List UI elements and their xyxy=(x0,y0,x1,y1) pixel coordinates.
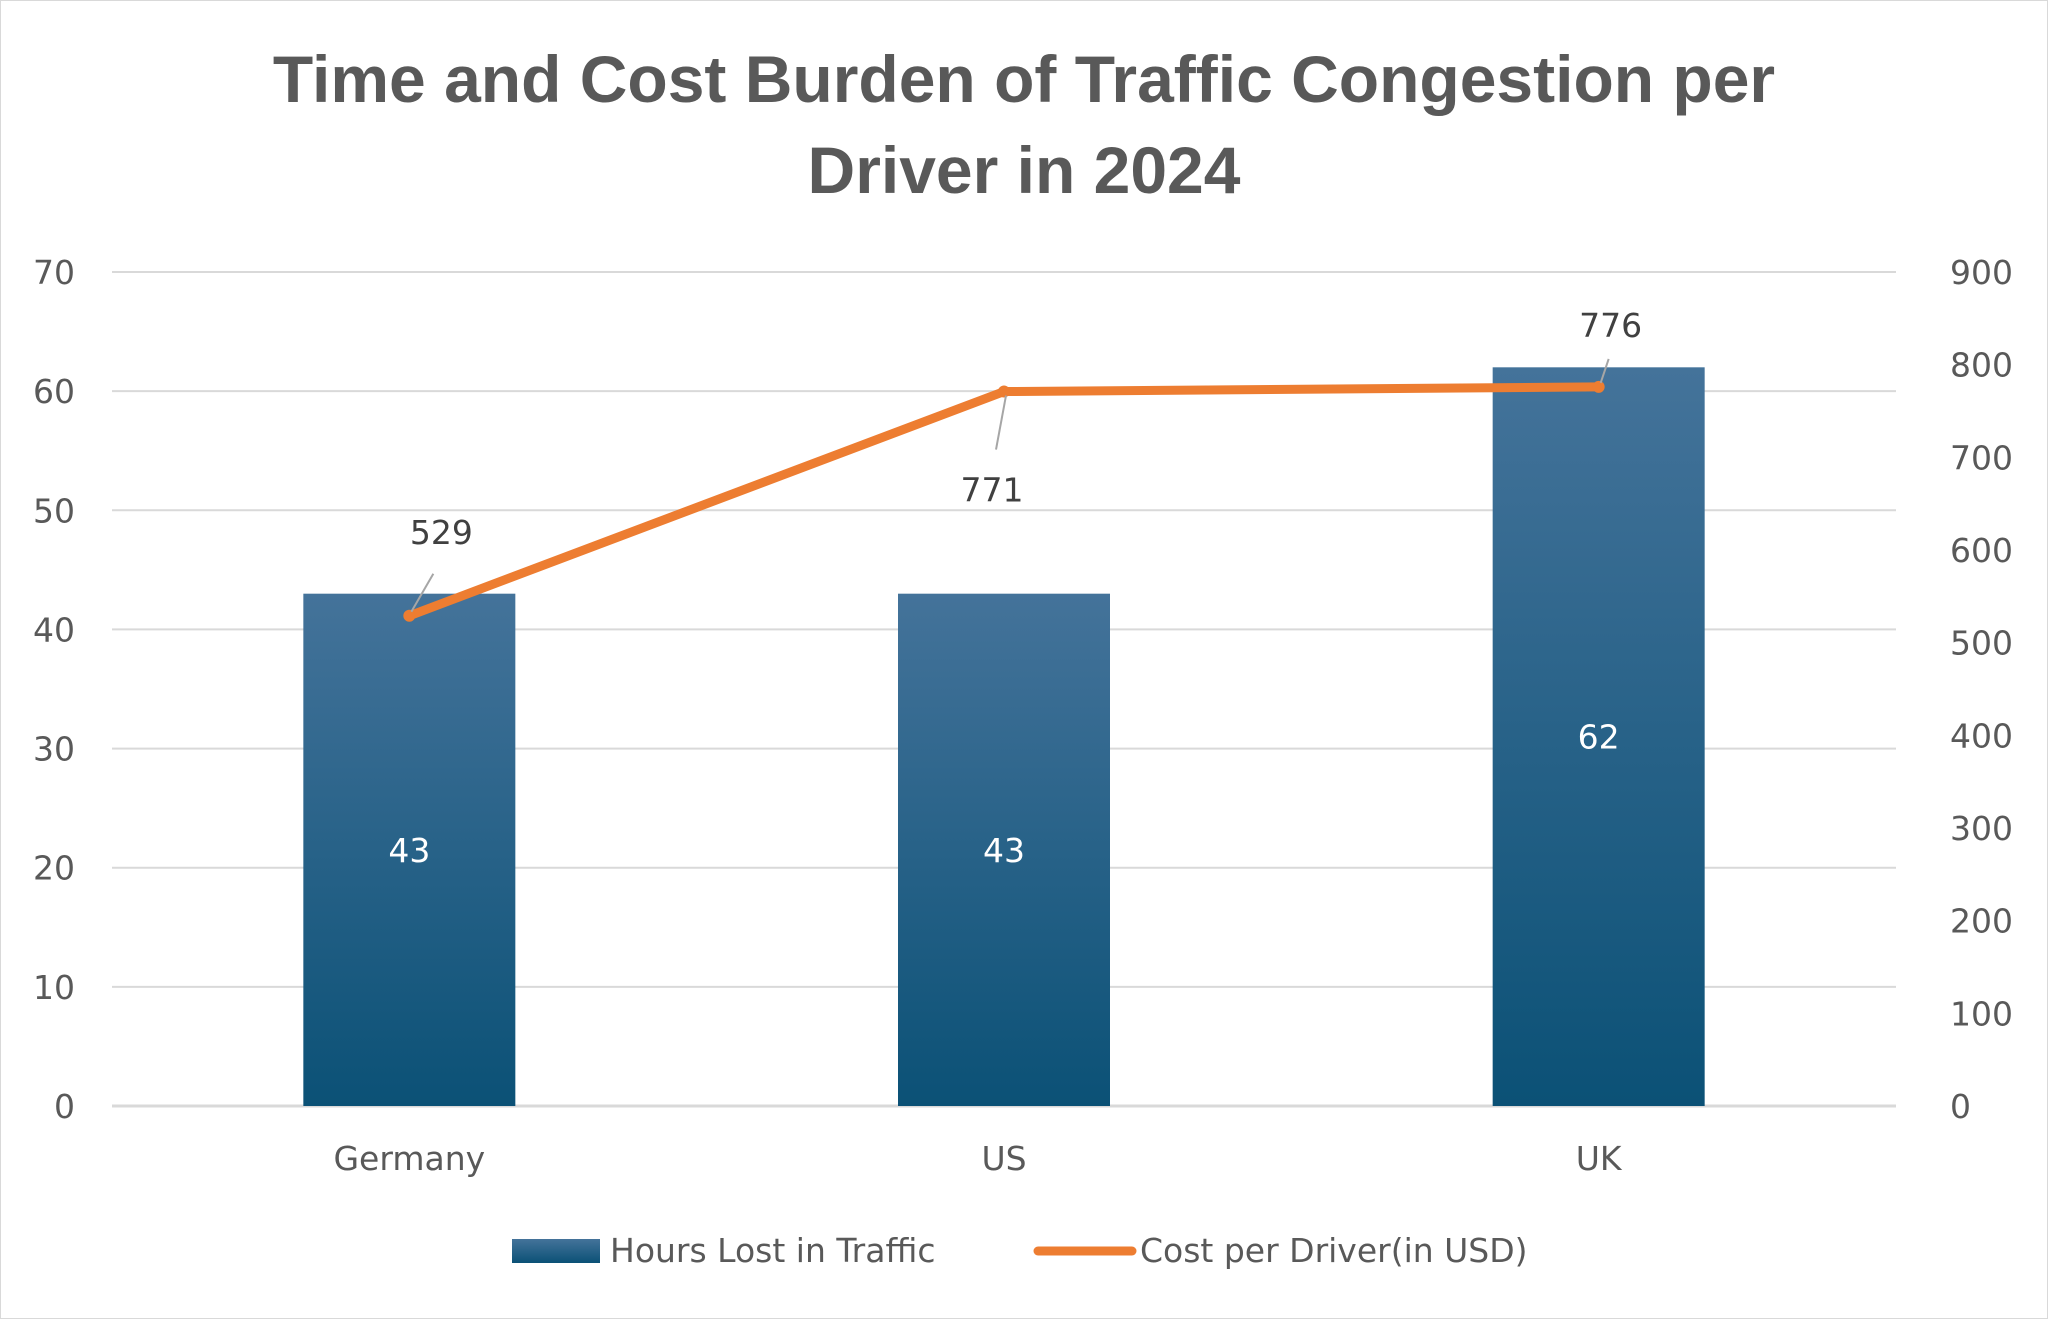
right-tick-label: 600 xyxy=(1950,531,2013,570)
cost-point xyxy=(1592,380,1605,393)
right-tick-label: 400 xyxy=(1950,716,2013,755)
cost-point xyxy=(403,609,416,622)
bar-series: 43 43 62 xyxy=(303,367,1705,1106)
bar-value-label: 62 xyxy=(1578,718,1620,757)
category-label: UK xyxy=(1576,1139,1623,1178)
right-tick-label: 0 xyxy=(1950,1087,1971,1126)
bar-uk xyxy=(1492,367,1705,1106)
bar-value-label: 43 xyxy=(983,831,1025,870)
chart-title-line-2: Driver in 2024 xyxy=(808,133,1241,207)
left-tick-label: 70 xyxy=(33,253,75,292)
cost-value-label: 771 xyxy=(961,471,1024,510)
left-tick-label: 0 xyxy=(54,1087,75,1126)
right-tick-label: 200 xyxy=(1950,902,2013,941)
legend-label-cost: Cost per Driver(in USD) xyxy=(1140,1231,1528,1270)
legend: Hours Lost in Traffic Cost per Driver(in… xyxy=(512,1231,1528,1270)
leader-line xyxy=(995,395,1007,450)
legend-swatch-hours xyxy=(512,1239,600,1263)
right-tick-label: 100 xyxy=(1950,994,2013,1033)
left-tick-label: 30 xyxy=(33,730,75,769)
bar-germany xyxy=(303,593,516,1106)
right-tick-label: 500 xyxy=(1950,624,2013,663)
leader-line xyxy=(410,573,435,613)
left-tick-label: 40 xyxy=(33,610,75,649)
right-y-axis: 0 100 200 300 400 500 600 700 800 900 xyxy=(1950,253,2013,1126)
line-series: 529 771 776 xyxy=(403,306,1642,622)
cost-value-label: 776 xyxy=(1579,306,1642,345)
left-y-axis: 0 10 20 30 40 50 60 70 xyxy=(33,253,75,1126)
right-tick-label: 800 xyxy=(1950,346,2013,385)
left-tick-label: 10 xyxy=(33,968,75,1007)
bar-value-label: 43 xyxy=(388,831,430,870)
left-tick-label: 50 xyxy=(33,491,75,530)
right-tick-label: 300 xyxy=(1950,809,2013,848)
leader-line xyxy=(1599,358,1610,384)
chart-title-line-1: Time and Cost Burden of Traffic Congesti… xyxy=(273,42,1775,116)
right-tick-label: 700 xyxy=(1950,438,2013,477)
legend-label-hours: Hours Lost in Traffic xyxy=(610,1231,936,1270)
cost-value-label: 529 xyxy=(410,513,473,552)
left-tick-label: 20 xyxy=(33,849,75,888)
right-tick-label: 900 xyxy=(1950,253,2013,292)
category-label: Germany xyxy=(333,1139,485,1178)
cost-point xyxy=(998,385,1010,398)
bar-us xyxy=(898,593,1110,1106)
left-tick-label: 60 xyxy=(33,372,75,411)
x-axis: Germany US UK xyxy=(333,1139,1622,1178)
category-label: US xyxy=(981,1139,1026,1178)
